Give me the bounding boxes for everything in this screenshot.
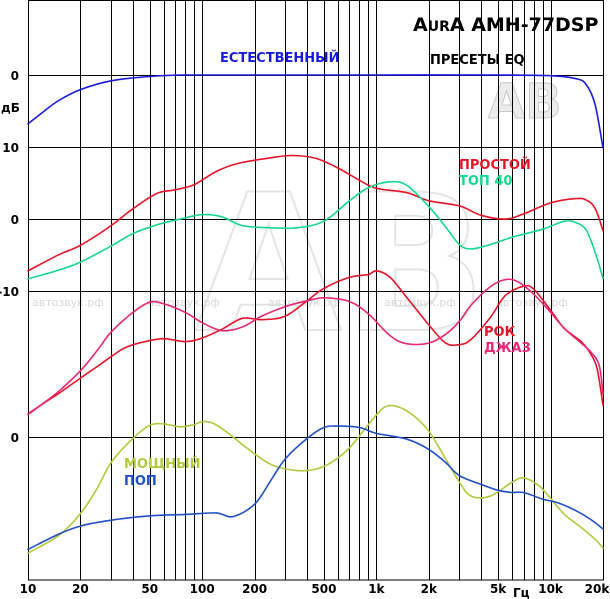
series-line-2: [27, 180, 604, 280]
y-tick-label: -10: [0, 285, 19, 299]
x-tick-label: 200: [242, 582, 267, 596]
watermark-text: автозвук.рф: [148, 296, 220, 309]
x-tick-label: 10: [20, 582, 37, 596]
x-tick-label: 100: [190, 582, 215, 596]
y-tick-label: 0: [11, 213, 19, 227]
x-tick-label: 10k: [538, 582, 564, 596]
x-tick-label: 2k: [421, 582, 438, 596]
series-label-5: МОЩНЫЙ: [124, 456, 200, 472]
series-line-4: [27, 278, 604, 416]
series-label-1: ПРОСТОЙ: [459, 157, 531, 173]
x-axis-label: Гц: [513, 586, 530, 599]
x-tick-label: 500: [311, 582, 336, 596]
y-axis-label: дБ: [1, 101, 20, 115]
x-tick-label: 1k: [368, 582, 385, 596]
curves: [27, 74, 604, 554]
x-tick-label: 20: [72, 582, 89, 596]
series-label-3: РОК: [484, 325, 516, 340]
plot-border: [28, 0, 604, 581]
grid: [28, 0, 604, 581]
series-label-6: ПОП: [124, 474, 157, 489]
y-tick-label: 10: [2, 141, 19, 155]
y-tick-label: 0: [11, 69, 19, 83]
series-line-1: [27, 154, 604, 272]
x-tick-label: 5k: [490, 582, 507, 596]
series-label-2: ТОП 40: [459, 174, 512, 189]
series-line-3: [27, 269, 604, 415]
series-line-0: [27, 74, 604, 149]
y-tick-label: 0: [11, 431, 19, 445]
series-label-0: ЕСТЕСТВЕННЫЙ: [220, 50, 339, 66]
watermark-text: автозвук.рф: [496, 296, 568, 309]
series-label-4: ДЖАЗ: [484, 341, 531, 356]
chart-subtitle: ПРЕСЕТЫ EQ: [430, 53, 525, 68]
watermark-text: автозвук.рф: [384, 296, 456, 309]
x-tick-label: 20k: [585, 582, 610, 596]
watermark-text: автозвук.рф: [32, 296, 104, 309]
series-line-5: [27, 404, 604, 554]
x-tick-label: 50: [141, 582, 158, 596]
series-line-6: [27, 425, 604, 551]
chart-title: AURA AMH-77DSP: [413, 14, 598, 36]
